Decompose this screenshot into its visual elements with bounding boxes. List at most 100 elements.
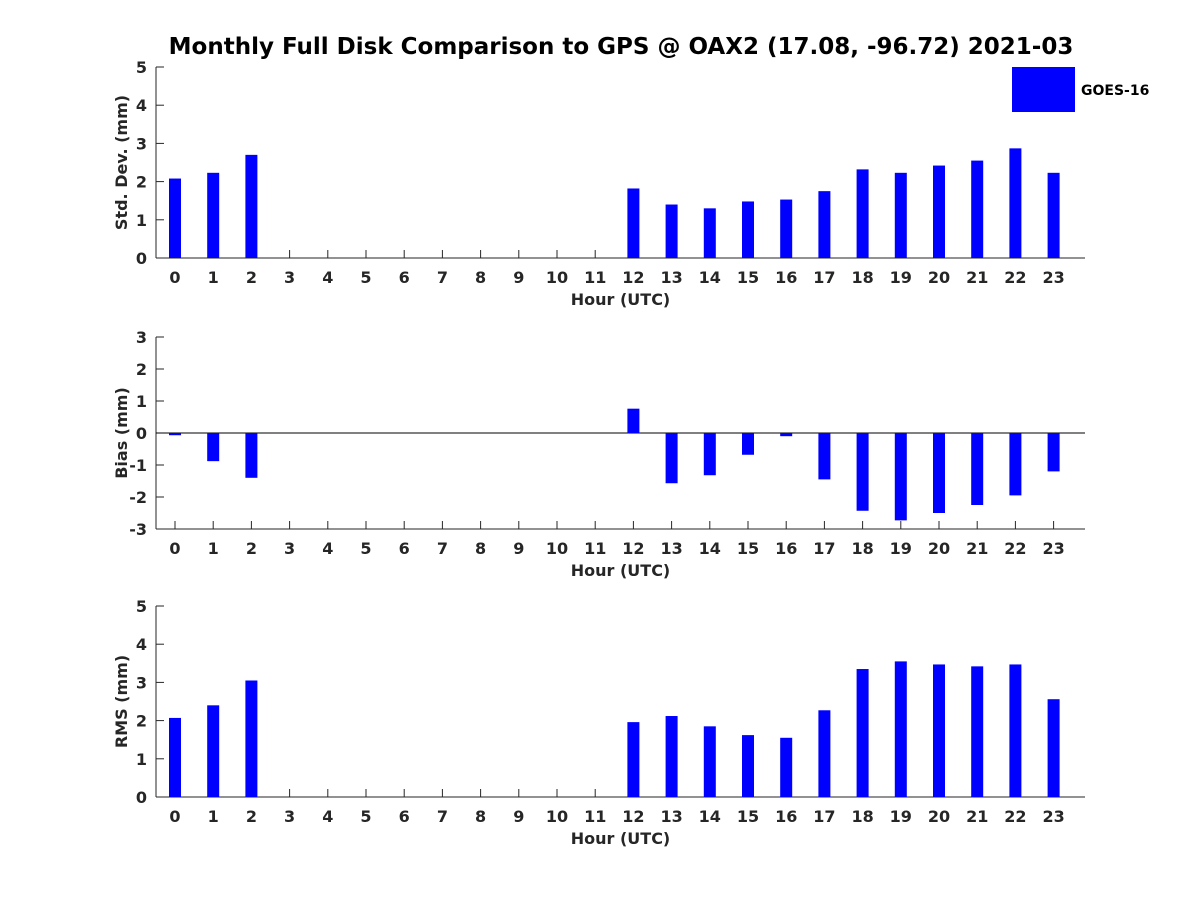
rms-x-tick-label: 14 — [699, 807, 721, 826]
std-dev-x-tick-label: 3 — [284, 268, 295, 287]
bias-y-tick-label: 2 — [136, 360, 147, 379]
rms-bar — [627, 722, 640, 797]
rms-x-tick-label: 6 — [399, 807, 410, 826]
std-dev-bar — [169, 178, 181, 258]
bias-x-tick-label: 23 — [1042, 539, 1064, 558]
std-dev-y-tick-label: 2 — [136, 173, 147, 192]
rms-y-axis-label: RMS (mm) — [112, 655, 131, 748]
bias-x-tick-label: 9 — [513, 539, 524, 558]
std-dev-bar — [1009, 148, 1022, 258]
std-dev-x-tick-label: 16 — [775, 268, 797, 287]
rms-bar — [742, 735, 754, 797]
std-dev-x-tick-label: 17 — [813, 268, 835, 287]
std-dev-x-tick-label: 15 — [737, 268, 759, 287]
rms-x-tick-label: 3 — [284, 807, 295, 826]
bias-bar — [627, 408, 640, 433]
bias-x-tick-label: 21 — [966, 539, 988, 558]
std-dev-y-axis-label: Std. Dev. (mm) — [112, 95, 131, 230]
std-dev-bar — [818, 191, 831, 258]
rms-bar — [169, 717, 181, 797]
std-dev-bar — [933, 165, 945, 258]
rms-x-tick-label: 10 — [546, 807, 568, 826]
rms-x-axis-label: Hour (UTC) — [571, 829, 671, 848]
bias-x-tick-label: 7 — [437, 539, 448, 558]
std-dev-y-tick-label: 5 — [136, 58, 147, 77]
bias-x-tick-label: 16 — [775, 539, 797, 558]
rms-x-tick-label: 23 — [1042, 807, 1064, 826]
bias-x-tick-label: 12 — [622, 539, 644, 558]
rms-x-tick-label: 1 — [208, 807, 219, 826]
std-dev-bar — [742, 201, 754, 258]
std-dev-bar — [703, 208, 716, 258]
std-dev-x-tick-label: 0 — [169, 268, 180, 287]
bias-bar — [1009, 433, 1022, 496]
bias-bar — [894, 433, 907, 521]
rms-x-tick-label: 21 — [966, 807, 988, 826]
rms-bar — [971, 666, 984, 797]
std-dev-x-tick-label: 12 — [622, 268, 644, 287]
std-dev-y-tick-label: 0 — [136, 249, 147, 268]
bias-bar — [1047, 433, 1060, 472]
bias-x-tick-label: 15 — [737, 539, 759, 558]
rms-bar — [780, 737, 793, 797]
rms-x-tick-label: 12 — [622, 807, 644, 826]
rms-bar — [1047, 699, 1060, 797]
rms-x-tick-label: 20 — [928, 807, 950, 826]
rms-x-tick-label: 18 — [851, 807, 873, 826]
bias-y-tick-label: 3 — [136, 328, 147, 347]
bias-y-tick-label: -2 — [129, 488, 147, 507]
bias-x-tick-label: 19 — [890, 539, 912, 558]
bias-bar — [971, 433, 984, 505]
bias-x-tick-label: 13 — [660, 539, 682, 558]
bias-y-tick-label: 1 — [136, 392, 147, 411]
rms-bar — [665, 716, 678, 797]
rms-x-tick-label: 15 — [737, 807, 759, 826]
std-dev-x-tick-label: 18 — [851, 268, 873, 287]
std-dev-bar — [856, 169, 869, 258]
std-dev-bar — [780, 199, 793, 258]
std-dev-x-tick-label: 20 — [928, 268, 950, 287]
bias-x-tick-label: 11 — [584, 539, 606, 558]
rms-y-tick-label: 4 — [136, 635, 147, 654]
rms-bar — [856, 669, 869, 797]
std-dev-x-tick-label: 22 — [1004, 268, 1026, 287]
std-dev-x-tick-label: 19 — [890, 268, 912, 287]
bias-y-tick-label: 0 — [136, 424, 147, 443]
bias-x-tick-label: 20 — [928, 539, 950, 558]
rms-bar — [894, 661, 907, 797]
rms-y-tick-label: 2 — [136, 712, 147, 731]
bias-x-tick-label: 1 — [208, 539, 219, 558]
std-dev-x-tick-label: 14 — [699, 268, 721, 287]
bias-bar — [856, 433, 869, 511]
bias-bar — [933, 433, 945, 513]
rms-x-tick-label: 13 — [660, 807, 682, 826]
std-dev-x-tick-label: 13 — [660, 268, 682, 287]
bias-x-tick-label: 2 — [246, 539, 257, 558]
std-dev-x-tick-label: 4 — [322, 268, 333, 287]
bias-bar — [245, 433, 258, 478]
std-dev-bar — [245, 154, 258, 258]
legend-label: GOES-16 — [1081, 83, 1149, 99]
std-dev-x-tick-label: 10 — [546, 268, 568, 287]
rms-x-tick-label: 22 — [1004, 807, 1026, 826]
std-dev-x-tick-label: 23 — [1042, 268, 1064, 287]
rms-y-tick-label: 0 — [136, 788, 147, 807]
rms-x-tick-label: 5 — [360, 807, 371, 826]
bias-x-tick-label: 17 — [813, 539, 835, 558]
bias-x-tick-label: 5 — [360, 539, 371, 558]
bias-x-axis-label: Hour (UTC) — [571, 561, 671, 580]
rms-y-tick-label: 3 — [136, 673, 147, 692]
std-dev-y-tick-label: 4 — [136, 96, 147, 115]
bias-y-tick-label: -1 — [129, 456, 147, 475]
bias-x-tick-label: 22 — [1004, 539, 1026, 558]
bias-bar — [703, 433, 716, 476]
legend: GOES-16 — [1012, 67, 1149, 112]
std-dev-x-tick-label: 5 — [360, 268, 371, 287]
std-dev-bar — [971, 160, 984, 258]
rms-y-tick-label: 5 — [136, 597, 147, 616]
bias-y-axis-label: Bias (mm) — [112, 387, 131, 479]
rms-y-tick-label: 1 — [136, 750, 147, 769]
bias-bar — [169, 433, 181, 436]
bias-x-tick-label: 14 — [699, 539, 721, 558]
